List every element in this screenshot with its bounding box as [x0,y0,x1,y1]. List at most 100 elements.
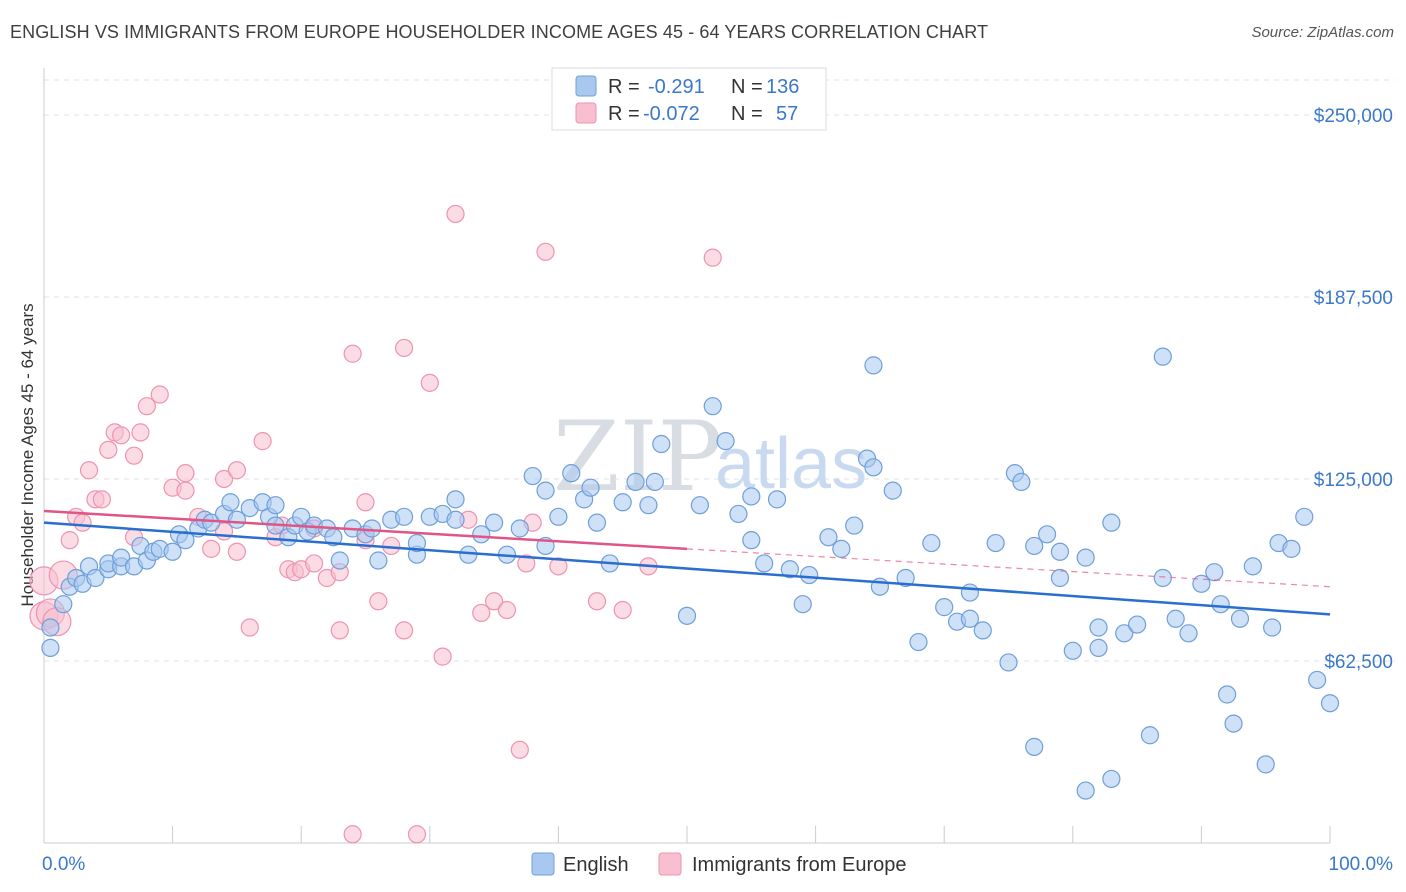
europe-point [73,513,92,532]
english-point [266,496,285,515]
legend-r-label: R = [608,76,640,98]
y-tick-labels: $62,500 $125,000 $187,500 $250,000 [1314,106,1393,673]
english-point [1025,536,1044,556]
europe-point [420,373,439,392]
english-point [1218,685,1237,704]
europe-point [330,621,349,640]
english-point [86,568,105,588]
english-point [1140,726,1160,745]
legend-r-value: -0.291 [648,76,705,98]
english-point [581,478,600,497]
english-point [1025,737,1044,756]
english-point [562,464,581,483]
english-point [112,548,131,567]
english-point [1037,525,1057,544]
english-point [677,606,697,625]
europe-point [137,397,156,416]
english-point [472,525,491,544]
english-point [729,504,748,524]
europe-point [587,592,607,611]
europe-point [112,426,131,445]
europe-point [227,461,246,480]
english-point [1050,568,1070,588]
europe-trend-line [43,509,688,551]
europe-point [356,493,375,512]
english-point [1012,472,1031,491]
english-point [330,551,349,570]
europe-point [394,338,414,358]
europe-point [343,344,362,363]
english-point [485,513,504,532]
x-tick-label: 100.0% [1329,854,1394,875]
europe-point [433,647,452,666]
europe-point [517,554,536,573]
english-point [986,533,1005,553]
english-point [800,565,819,585]
stats-legend: R = -0.291 N = 136 R = -0.072 N = 57 [551,67,827,131]
english-point [1308,670,1327,690]
english-point [1102,513,1121,532]
europe-legend-label: Immigrants from Europe [692,854,907,876]
english-point [716,432,735,451]
english-point [227,510,246,529]
english-point [54,595,73,614]
english-point [1205,563,1224,582]
english-point [639,496,658,515]
grid [44,79,1395,662]
europe-point [497,600,517,620]
english-point [536,481,555,500]
series-legend: English Immigrants from Europe [531,852,907,876]
english-point [864,356,883,375]
europe-point [150,385,169,404]
english-point [1230,609,1250,628]
english-trend-line [43,521,1331,616]
english-point [1076,781,1095,800]
english-point [864,458,883,477]
english-point [960,609,980,628]
x-tick-label: 0.0% [42,854,85,875]
english-points [41,347,1340,800]
europe-point [394,621,414,640]
english-point [1153,347,1172,366]
english-point [510,519,529,538]
watermark-atlas: atlas [715,424,867,504]
europe-point [176,481,195,500]
europe-points [29,204,722,844]
english-legend-label: English [563,854,629,876]
europe-point [202,539,221,558]
english-point [549,507,568,526]
europe-point [369,592,388,611]
europe-point [549,557,568,576]
english-point [1243,557,1262,576]
europe-point [79,461,99,480]
english-point [1295,507,1314,526]
europe-point [485,592,504,611]
europe-trend-extension [686,548,1331,588]
legend-r-value: -0.072 [643,103,700,125]
english-point [767,490,787,509]
legend-r-label: R = [608,103,640,125]
legend-english-swatch [575,75,597,97]
legend-box [551,67,827,131]
english-point [523,466,542,486]
english-point [1089,618,1108,637]
y-tick-label: $250,000 [1314,106,1393,127]
english-point [793,595,812,614]
europe-point [446,204,465,224]
english-point [446,490,465,509]
english-point [163,542,182,561]
europe-point [131,423,150,442]
english-point [690,496,709,515]
english-point [41,638,60,657]
europe-point [703,248,722,267]
english-legend-swatch [531,852,555,876]
english-point [1179,624,1198,643]
english-point [369,551,388,570]
english-point [935,598,954,617]
y-tick-label: $187,500 [1314,288,1393,309]
english-point [1089,638,1108,657]
english-point [1063,641,1082,660]
english-point [909,632,928,652]
english-point [202,513,221,532]
